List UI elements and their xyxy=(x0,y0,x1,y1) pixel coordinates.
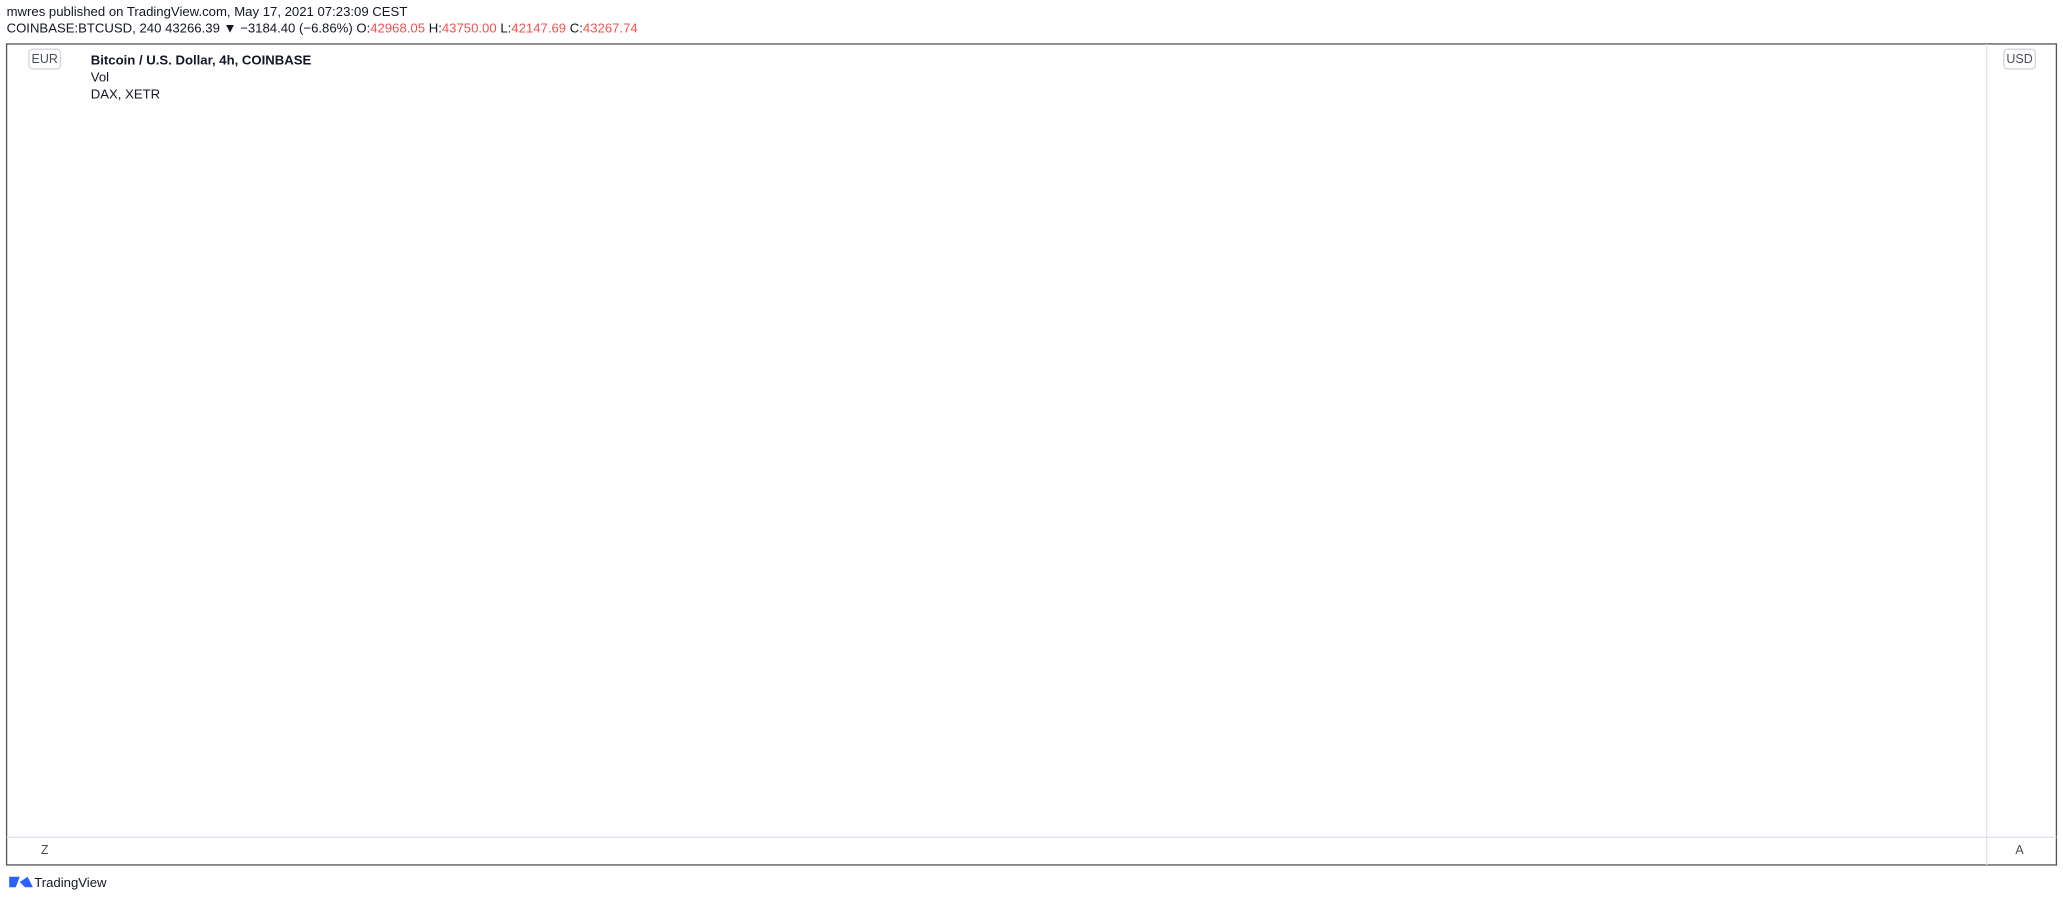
legend-entry: Bitcoin / U.S. Dollar, 4h, COINBASE xyxy=(91,53,312,68)
currency-button[interactable] xyxy=(2003,48,2037,70)
ohlc-label: H: xyxy=(429,21,442,36)
change: ▼ −3184.40 (−6.86%) xyxy=(224,21,353,36)
symbol-line: COINBASE:BTCUSD, 240 43266.39 ▼ −3184.40… xyxy=(7,21,638,36)
scale-button[interactable]: Z xyxy=(41,843,49,857)
ohlc-value: 43750.00 xyxy=(442,21,497,36)
scale-button[interactable]: A xyxy=(2015,843,2024,857)
last: 43266.39 xyxy=(165,21,220,36)
brand-logo xyxy=(9,876,33,888)
ohlc-label: C: xyxy=(570,21,583,36)
brand: TradingView xyxy=(34,875,107,890)
symbol: COINBASE:BTCUSD, 240 xyxy=(7,21,162,36)
publisher: mwres published on TradingView.com, May … xyxy=(7,4,408,19)
ohlc-value: 43267.74 xyxy=(583,21,638,36)
frame xyxy=(5,43,2058,866)
currency-button[interactable] xyxy=(28,48,62,70)
currency-button-label[interactable]: EUR xyxy=(32,52,58,66)
ohlc-label: O: xyxy=(356,21,370,36)
legend-entry: Vol xyxy=(91,70,109,85)
ohlc-value: 42147.69 xyxy=(511,21,566,36)
currency-button-label[interactable]: USD xyxy=(2006,52,2032,66)
ohlc-label: L: xyxy=(500,21,511,36)
ohlc-value: 42968.05 xyxy=(370,21,425,36)
legend-entry: DAX, XETR xyxy=(91,87,160,102)
